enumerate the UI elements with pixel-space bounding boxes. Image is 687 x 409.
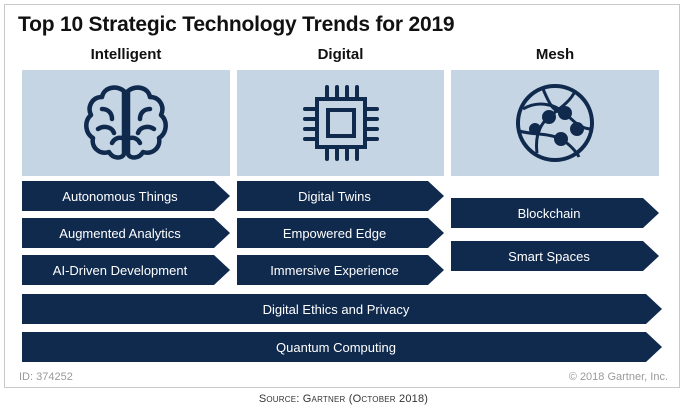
- document-id: ID: 374252: [19, 371, 73, 383]
- trend-blockchain: Blockchain: [451, 198, 659, 228]
- trend-smart-spaces: Smart Spaces: [451, 241, 659, 271]
- column-heading-mesh: Mesh: [535, 46, 575, 63]
- trend-digital-twins: Digital Twins: [237, 181, 444, 211]
- column-heading-intelligent: Intelligent: [90, 46, 162, 63]
- source-caption: Source: Gartner (October 2018): [258, 393, 429, 405]
- trend-ai-driven-development: AI-Driven Development: [22, 255, 230, 285]
- trend-empowered-edge: Empowered Edge: [237, 218, 444, 248]
- chip-icon: [302, 85, 379, 161]
- copyright-notice: © 2018 Gartner, Inc.: [568, 371, 668, 383]
- trend-quantum-computing: Quantum Computing: [22, 332, 662, 362]
- page-title: Top 10 Strategic Technology Trends for 2…: [18, 13, 455, 36]
- trend-augmented-analytics: Augmented Analytics: [22, 218, 230, 248]
- intelligent-icon-box: [22, 70, 230, 176]
- trend-digital-ethics-and-privacy: Digital Ethics and Privacy: [22, 294, 662, 324]
- trend-immersive-experience: Immersive Experience: [237, 255, 444, 285]
- digital-icon-box: [237, 70, 444, 176]
- column-heading-digital: Digital: [317, 46, 364, 63]
- network-globe-icon: [516, 84, 594, 162]
- brain-icon: [84, 85, 168, 160]
- mesh-icon-box: [451, 70, 659, 176]
- trend-autonomous-things: Autonomous Things: [22, 181, 230, 211]
